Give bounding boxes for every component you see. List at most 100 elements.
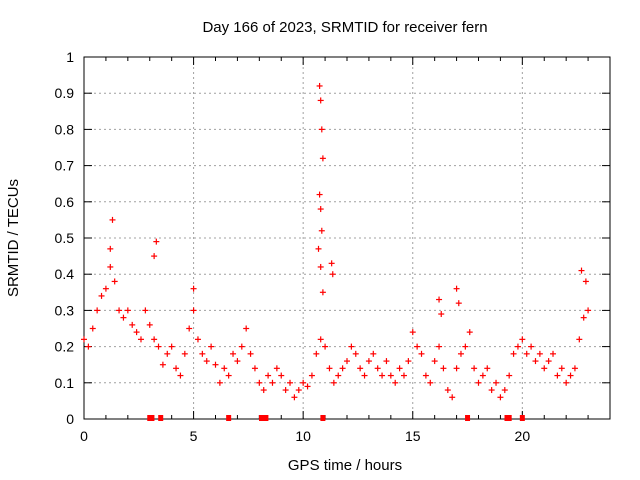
data-point [348, 343, 355, 350]
data-point [295, 387, 302, 394]
data-point [269, 379, 276, 386]
gap-marker [149, 415, 155, 421]
x-tick-labels: 0 5 10 15 20 [80, 428, 530, 444]
data-point [571, 365, 578, 372]
data-point [330, 379, 337, 386]
y-tick-label: 0.3 [55, 302, 75, 318]
y-tick-label: 0.9 [55, 85, 75, 101]
data-point [317, 97, 324, 104]
data-point [173, 365, 180, 372]
data-point [164, 350, 171, 357]
data-point [319, 155, 326, 162]
data-point [497, 394, 504, 401]
data-point [418, 350, 425, 357]
data-point [523, 350, 530, 357]
ticks [83, 56, 610, 420]
data-point [510, 350, 517, 357]
chart-title: Day 166 of 2023, SRMTID for receiver fer… [202, 19, 487, 36]
data-point [190, 307, 197, 314]
data-point [177, 372, 184, 379]
data-point [335, 372, 342, 379]
data-point [326, 365, 333, 372]
data-point [159, 361, 166, 368]
data-point [203, 358, 210, 365]
y-tick-label: 0.6 [55, 194, 75, 210]
data-point [567, 372, 574, 379]
data-point [94, 307, 101, 314]
data-point [304, 383, 311, 390]
data-point [315, 245, 322, 252]
data-point [81, 336, 87, 343]
data-point [155, 343, 162, 350]
y-tick-label: 0.5 [55, 230, 75, 246]
data-point [488, 387, 495, 394]
data-point [582, 278, 589, 285]
data-point [422, 372, 429, 379]
data-point [151, 253, 158, 260]
data-point [260, 387, 267, 394]
data-point [230, 350, 237, 357]
data-point [457, 350, 464, 357]
data-point [316, 191, 323, 198]
data-point [319, 289, 326, 296]
data-point [365, 358, 372, 365]
data-point [374, 365, 381, 372]
y-tick-label: 1 [66, 49, 74, 65]
data-point [142, 307, 149, 314]
data-point [427, 379, 434, 386]
data-point [208, 343, 215, 350]
data-point [212, 361, 219, 368]
data-point [344, 358, 350, 365]
data-point [300, 379, 307, 386]
data-point [545, 358, 552, 365]
gap-marker [263, 415, 269, 421]
data-point [392, 379, 399, 386]
data-point [247, 350, 254, 357]
data-point [414, 343, 421, 350]
data-point [580, 314, 587, 321]
data-point [181, 350, 188, 357]
data-point [194, 336, 201, 343]
x-tick-label: 10 [295, 428, 311, 444]
x-tick-label: 0 [80, 428, 88, 444]
data-point [190, 285, 197, 292]
gap-marker [506, 415, 512, 421]
y-tick-label: 0.8 [55, 121, 75, 137]
gap-marker [320, 415, 326, 421]
y-tick-labels: 0 0.1 0.2 0.3 0.4 0.5 0.6 0.7 0.8 0.9 1 [55, 49, 75, 427]
y-axis-title: SRMTID / TECUs [5, 179, 22, 297]
y-tick-label: 0.4 [55, 266, 75, 282]
data-point [137, 336, 144, 343]
data-point [558, 365, 565, 372]
data-point [444, 387, 451, 394]
data-point [519, 336, 526, 343]
gap-marker [226, 415, 232, 421]
data-point [563, 379, 570, 386]
data-point [396, 365, 403, 372]
data-point [291, 394, 298, 401]
data-point [479, 372, 486, 379]
data-point [449, 394, 456, 401]
data-point [541, 365, 548, 372]
data-point [455, 300, 462, 307]
data-point [471, 365, 478, 372]
gap-marker [158, 415, 164, 421]
gap-marker [259, 415, 265, 421]
data-point [532, 358, 539, 365]
data-point [243, 325, 250, 332]
data-point [221, 365, 228, 372]
data-point [475, 379, 482, 386]
data-point [585, 307, 592, 314]
y-tick-label: 0.1 [55, 375, 75, 391]
data-points [81, 82, 592, 401]
data-point [501, 387, 508, 394]
data-point [536, 350, 543, 357]
data-point [287, 379, 294, 386]
data-point [322, 343, 329, 350]
data-point [409, 329, 416, 336]
data-point [186, 325, 193, 332]
data-point [89, 325, 96, 332]
data-point [146, 321, 153, 328]
data-point [328, 260, 335, 267]
